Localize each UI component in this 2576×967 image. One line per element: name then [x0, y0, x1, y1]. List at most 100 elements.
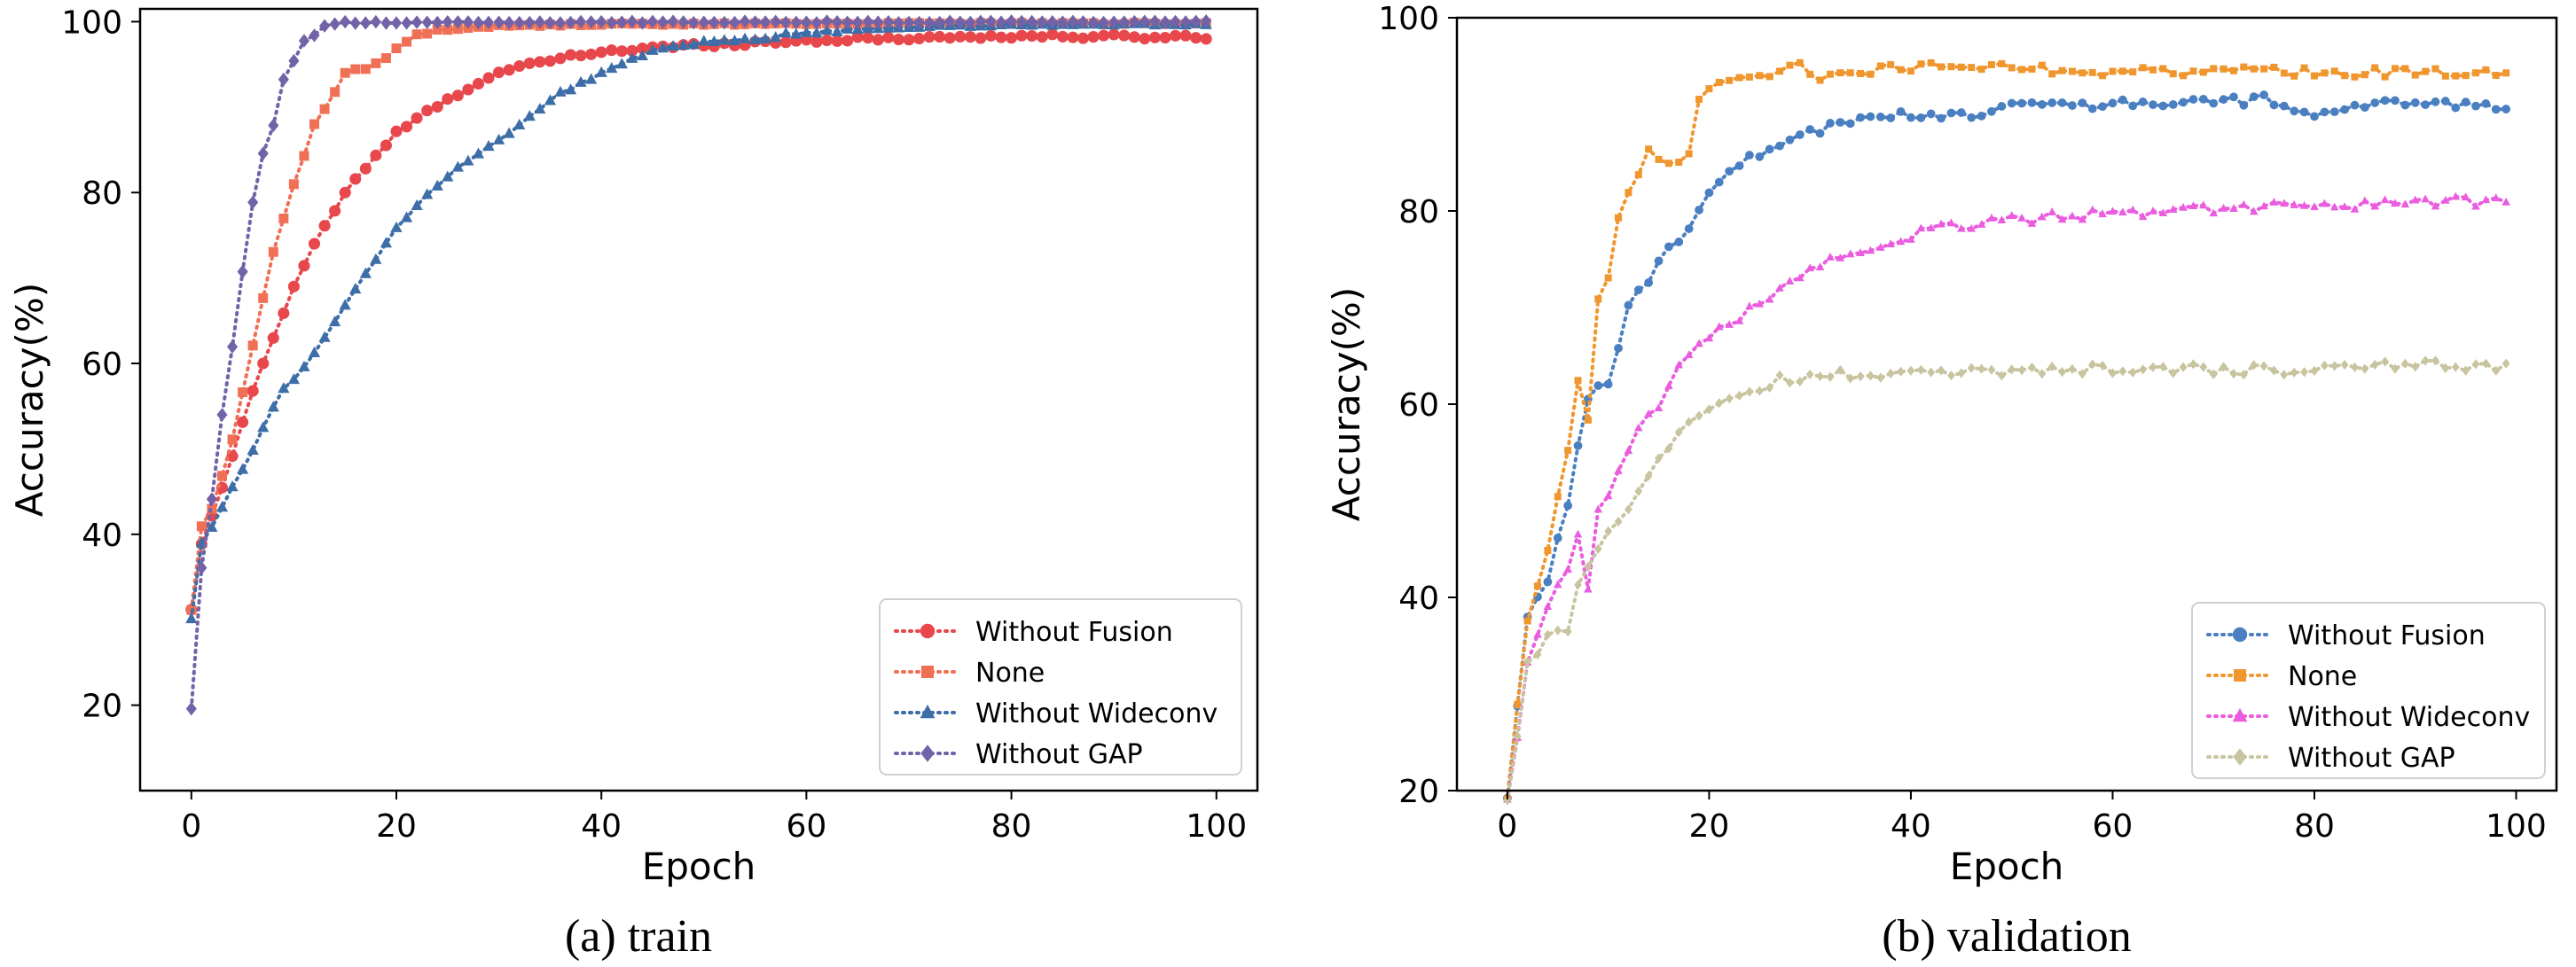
- data-point: [308, 238, 321, 250]
- data-point: [371, 58, 381, 68]
- data-point: [2280, 199, 2289, 207]
- data-point: [1129, 14, 1140, 29]
- data-point: [1655, 453, 1663, 464]
- data-point: [2007, 98, 2016, 108]
- data-point: [1876, 372, 1885, 383]
- data-point: [2008, 364, 2016, 375]
- x-tick-label: 40: [1891, 808, 1931, 845]
- data-point: [1573, 441, 1583, 450]
- data-point: [268, 118, 279, 133]
- data-point: [1734, 316, 1744, 324]
- data-point: [411, 199, 423, 210]
- data-point: [2269, 100, 2279, 110]
- markers-without-gap: [1503, 355, 2510, 806]
- data-point: [1544, 547, 1552, 555]
- data-point: [1603, 379, 1613, 389]
- data-point: [1036, 31, 1048, 43]
- data-point: [1947, 370, 1955, 381]
- data-point: [2300, 367, 2308, 378]
- data-point: [2411, 362, 2420, 372]
- data-point: [2471, 101, 2480, 111]
- data-point: [842, 35, 854, 47]
- data-point: [2168, 100, 2178, 109]
- data-point: [2421, 100, 2431, 110]
- data-point: [984, 29, 997, 42]
- legend-entry: Without GAP: [2206, 743, 2455, 774]
- series-line-without-wideconv: [189, 21, 1209, 621]
- legend-entry: Without Fusion: [2206, 620, 2486, 651]
- data-point: [1593, 504, 1603, 513]
- data-point: [421, 15, 433, 29]
- data-point: [1563, 501, 1573, 511]
- data-point: [1513, 731, 1522, 742]
- data-point: [1806, 70, 1814, 78]
- data-point: [2038, 369, 2047, 379]
- data-point: [1796, 376, 1805, 387]
- panel-caption: (a) train: [565, 911, 712, 962]
- data-point: [760, 15, 771, 29]
- data-point: [544, 15, 556, 30]
- data-point: [1875, 113, 1885, 121]
- data-point: [2502, 69, 2510, 77]
- data-point: [2260, 65, 2268, 73]
- data-point: [1967, 363, 1976, 373]
- legend-entry: Without Wideconv: [894, 698, 1218, 729]
- legend-marker: [2232, 627, 2248, 643]
- data-point: [360, 64, 371, 74]
- data-point: [646, 43, 659, 55]
- data-point: [2048, 70, 2056, 78]
- data-point: [1108, 15, 1120, 29]
- data-point: [1846, 69, 1854, 77]
- data-point: [431, 100, 443, 113]
- data-point: [2209, 98, 2219, 108]
- data-point: [2340, 202, 2349, 211]
- data-point: [2008, 64, 2016, 72]
- markers-without-wideconv: [1503, 191, 2510, 803]
- data-point: [1765, 144, 1774, 154]
- data-point: [1037, 15, 1048, 29]
- data-point: [380, 53, 391, 64]
- data-point: [1655, 155, 1663, 163]
- data-point: [1603, 491, 1613, 500]
- data-point: [452, 24, 463, 35]
- data-point: [616, 15, 628, 29]
- markers-none: [186, 18, 1211, 615]
- data-point: [1563, 565, 1572, 573]
- data-point: [2391, 96, 2400, 105]
- data-point: [1574, 580, 1582, 590]
- data-point: [482, 72, 495, 84]
- data-point: [380, 16, 392, 30]
- data-point: [534, 103, 546, 114]
- data-point: [1077, 32, 1090, 44]
- data-point: [2220, 65, 2228, 73]
- data-point: [329, 17, 341, 31]
- data-point: [1886, 239, 1895, 247]
- data-point: [2471, 69, 2479, 77]
- data-point: [2250, 65, 2258, 73]
- data-point: [513, 15, 525, 30]
- data-point: [1755, 386, 1764, 396]
- data-point: [247, 385, 259, 397]
- data-point: [1785, 277, 1795, 285]
- plot-frame: [138, 7, 1259, 792]
- data-point: [2351, 362, 2359, 372]
- legend-frame: [879, 598, 1242, 776]
- data-point: [2240, 63, 2248, 71]
- data-point: [1755, 152, 1765, 161]
- y-tick-label: 40: [1398, 581, 1439, 617]
- data-point: [2099, 72, 2107, 80]
- data-point: [954, 30, 967, 43]
- data-point: [1015, 29, 1028, 42]
- data-point: [185, 612, 198, 624]
- data-point: [278, 307, 290, 319]
- data-point: [298, 34, 310, 48]
- data-point: [2109, 67, 2117, 75]
- data-point: [1926, 109, 1936, 119]
- legend-label: Without Wideconv: [2288, 702, 2530, 733]
- data-point: [360, 16, 372, 30]
- data-point: [544, 94, 556, 105]
- data-point: [411, 29, 422, 40]
- data-point: [2330, 361, 2339, 371]
- data-point: [770, 14, 781, 28]
- data-point: [1997, 370, 2006, 381]
